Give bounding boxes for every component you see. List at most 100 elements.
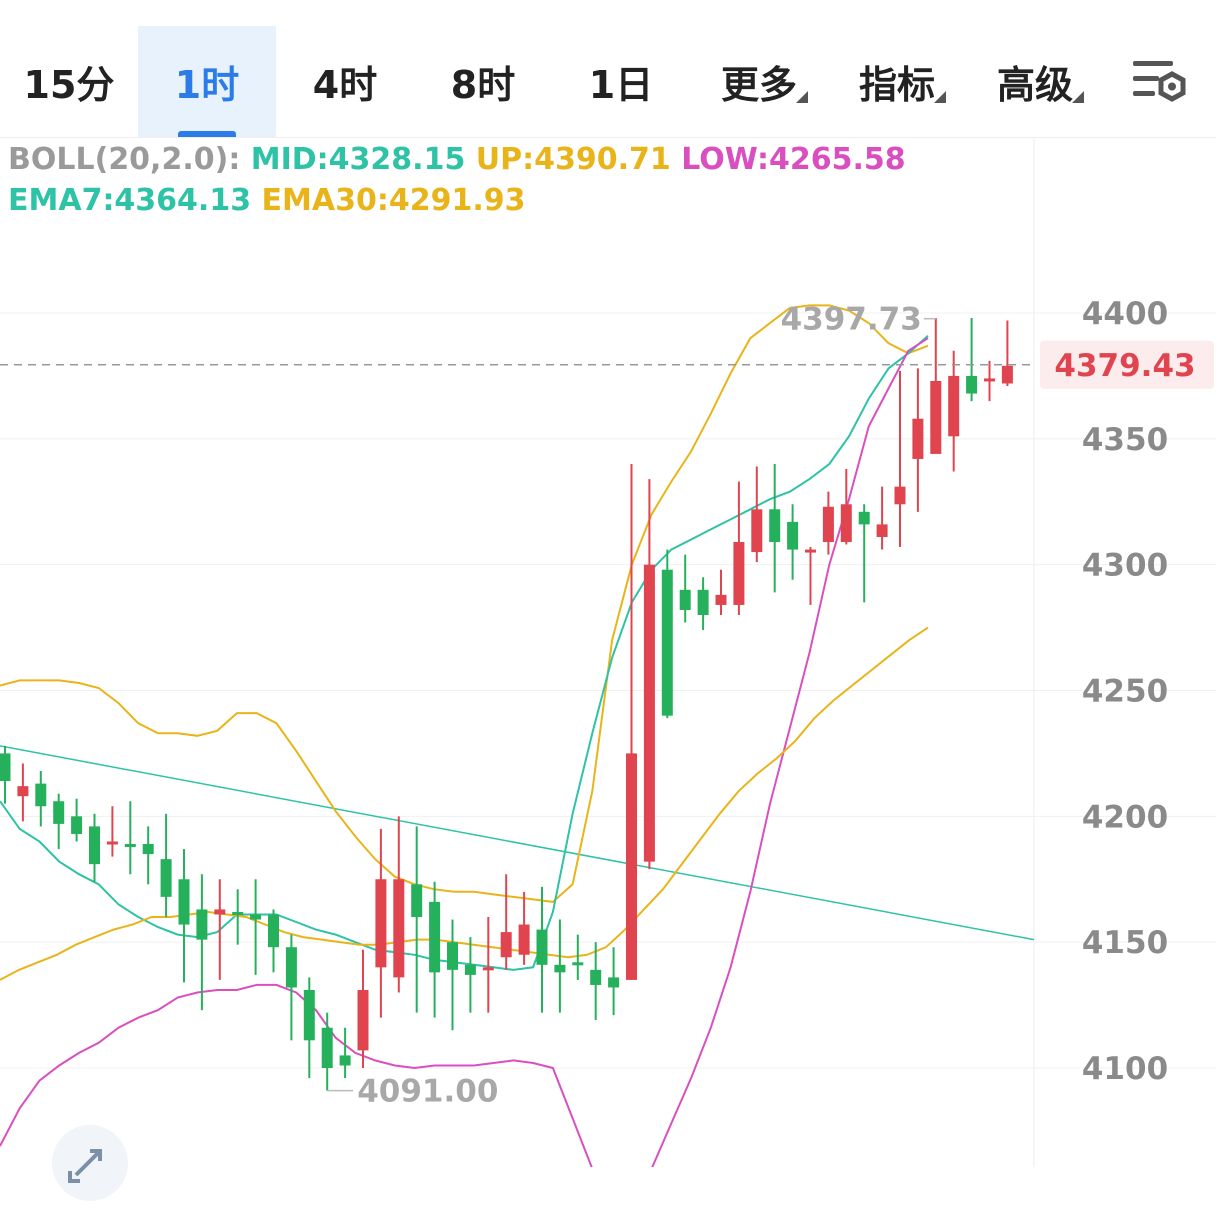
- candle: [876, 486, 888, 550]
- candle-body: [500, 932, 512, 958]
- tab-indicators[interactable]: 指标: [852, 26, 946, 137]
- candle: [124, 801, 136, 875]
- trend-line-segment: [0, 745, 1035, 941]
- tab-label: 8时: [450, 63, 516, 107]
- ema7-value: EMA7:4364.13: [8, 183, 252, 218]
- candle-body: [196, 909, 208, 940]
- candle-body: [393, 879, 405, 978]
- max-price-label: 4397.73: [781, 302, 922, 338]
- candle-body: [787, 521, 799, 550]
- candle-body: [518, 924, 530, 955]
- candle-body: [948, 375, 960, 437]
- candle: [196, 874, 208, 1011]
- candle: [285, 934, 297, 1041]
- price-tick-label: 4250: [1082, 674, 1168, 710]
- tab-4h[interactable]: 4时: [276, 26, 414, 137]
- candle-body: [966, 375, 978, 394]
- candle-body: [912, 418, 924, 459]
- tab-label: 1时: [174, 63, 240, 107]
- tab-1d[interactable]: 1日: [552, 26, 690, 137]
- dropdown-triangle-icon: [1072, 91, 1084, 103]
- candle: [787, 504, 799, 580]
- candle-body: [142, 844, 154, 855]
- boll-label: BOLL(20,2.0):: [8, 142, 241, 177]
- candle: [805, 547, 816, 605]
- boll-upper-line: [0, 304, 929, 903]
- dropdown-triangle-icon: [796, 91, 808, 103]
- tab-advanced[interactable]: 高级: [990, 26, 1084, 137]
- ema30-line: [0, 626, 929, 981]
- candle-body: [160, 859, 172, 897]
- price-tick-label: 4100: [1082, 1051, 1168, 1087]
- candle-body: [447, 942, 458, 970]
- candlestick-chart[interactable]: 4400 4350 4300 4250 4200 4150 4100 4379.43 439…: [0, 137, 1216, 1167]
- candle: [948, 350, 960, 472]
- candle-body: [35, 783, 47, 807]
- price-tick-label: 4400: [1082, 296, 1168, 332]
- dropdown-triangle-icon: [934, 91, 946, 103]
- current-price-marker: 4379.43: [0, 340, 1214, 389]
- candle-body: [375, 879, 387, 968]
- candle-body: [17, 786, 29, 797]
- candle-body: [930, 380, 942, 454]
- candle-body: [285, 947, 297, 988]
- candle-body: [303, 989, 315, 1041]
- candle: [1001, 320, 1013, 386]
- candle-body: [0, 753, 11, 782]
- candle: [17, 763, 29, 822]
- tab-8h[interactable]: 8时: [414, 26, 552, 137]
- tab-more[interactable]: 更多: [714, 26, 808, 137]
- candle: [35, 771, 47, 827]
- candle-body: [590, 969, 602, 985]
- candle: [572, 934, 584, 980]
- candle: [447, 919, 458, 1031]
- tab-1h[interactable]: 1时: [138, 26, 276, 137]
- candle: [160, 813, 172, 917]
- candle: [643, 479, 655, 870]
- boll-low-value: LOW:4265.58: [681, 142, 906, 177]
- candle-body: [554, 964, 566, 973]
- boll-mid-value: MID:4328.15: [250, 142, 466, 177]
- tab-label: 4时: [312, 63, 378, 107]
- candle-body: [429, 901, 441, 973]
- candle-body: [178, 879, 190, 925]
- expand-button[interactable]: [52, 1125, 128, 1201]
- candle-body: [840, 504, 852, 543]
- chart-settings-icon[interactable]: [1130, 58, 1188, 108]
- trend-line: [0, 745, 1035, 941]
- candle-body: [876, 524, 888, 537]
- candle-body: [321, 1027, 333, 1068]
- candle-body: [697, 589, 709, 615]
- current-price-label: 4379.43: [1054, 348, 1195, 384]
- candle: [71, 798, 83, 842]
- candle: [411, 826, 423, 1013]
- candle: [966, 318, 978, 402]
- candle: [393, 816, 405, 993]
- candle-body: [733, 542, 745, 605]
- candle: [608, 947, 620, 1016]
- timeframe-tab-bar: 15分 1时 4时 8时 1日 更多 指标 高级: [0, 0, 1216, 138]
- candle: [303, 977, 315, 1079]
- candle-body: [339, 1055, 351, 1066]
- candle-body: [482, 967, 494, 971]
- price-tick-label: 4350: [1082, 422, 1168, 458]
- tab-15min[interactable]: 15分: [0, 26, 138, 137]
- candle: [464, 937, 476, 1013]
- candle-body: [536, 929, 548, 965]
- candle: [429, 881, 441, 1018]
- price-tick-label: 4300: [1082, 548, 1168, 584]
- candle: [0, 745, 11, 804]
- candle: [321, 1012, 333, 1091]
- candle-body: [643, 564, 655, 862]
- candle: [250, 879, 262, 975]
- extreme-labels: 4397.73 4091.00: [327, 302, 936, 1110]
- candle: [482, 917, 494, 1013]
- candle: [858, 504, 870, 603]
- active-tab-indicator: [178, 131, 236, 137]
- candle: [733, 481, 745, 615]
- boll-mid-line: [0, 334, 929, 971]
- candle-body: [250, 914, 262, 920]
- candle-body: [106, 841, 118, 845]
- candle-body: [124, 844, 136, 848]
- candle-body: [822, 506, 834, 543]
